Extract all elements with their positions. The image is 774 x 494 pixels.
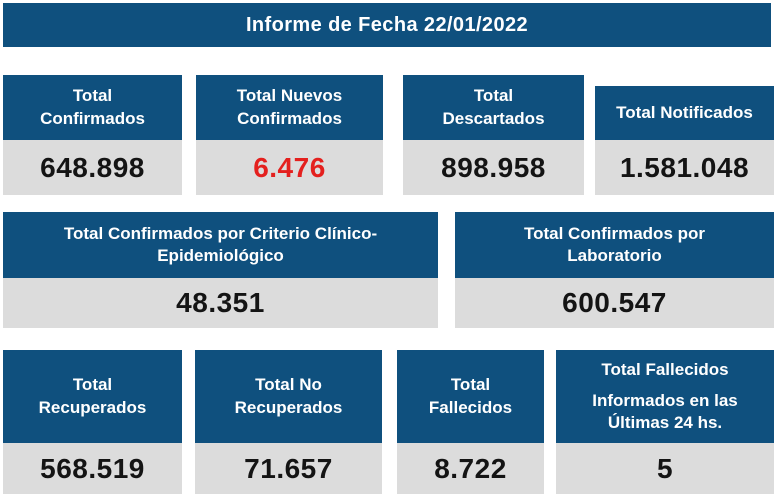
card-head: Total Fallecidos Informados en las Últim…: [556, 350, 774, 443]
card-subtitle: Informados en las Últimas 24 hs.: [592, 390, 738, 433]
card-title: Total Fallecidos: [397, 350, 544, 443]
card-title: Total Nuevos Confirmados: [196, 75, 383, 140]
card-total-no-recuperados: Total No Recuperados 71.657: [195, 350, 382, 494]
card-total-recuperados: Total Recuperados 568.519: [3, 350, 182, 494]
card-confirmados-criterio-clinico: Total Confirmados por Criterio Clínico- …: [3, 212, 438, 328]
card-value: 1.581.048: [595, 140, 774, 195]
card-confirmados-laboratorio: Total Confirmados por Laboratorio 600.54…: [455, 212, 774, 328]
card-value: 648.898: [3, 140, 182, 195]
card-title: Total No Recuperados: [195, 350, 382, 443]
card-total-confirmados: Total Confirmados 648.898: [3, 75, 182, 195]
card-title: Total Confirmados: [3, 75, 182, 140]
card-title: Total Confirmados por Criterio Clínico- …: [3, 212, 438, 278]
card-value: 5: [556, 443, 774, 494]
card-value: 48.351: [3, 278, 438, 328]
card-value: 8.722: [397, 443, 544, 494]
card-total-fallecidos: Total Fallecidos 8.722: [397, 350, 544, 494]
card-total-notificados: Total Notificados 1.581.048: [595, 86, 774, 195]
card-title: Total Descartados: [403, 75, 584, 140]
card-total-descartados: Total Descartados 898.958: [403, 75, 584, 195]
card-title: Total Notificados: [595, 86, 774, 140]
card-value: 6.476: [196, 140, 383, 195]
card-fallecidos-ultimas-24hs: Total Fallecidos Informados en las Últim…: [556, 350, 774, 494]
card-value: 568.519: [3, 443, 182, 494]
card-title: Total Recuperados: [3, 350, 182, 443]
card-total-nuevos-confirmados: Total Nuevos Confirmados 6.476: [196, 75, 383, 195]
card-value: 898.958: [403, 140, 584, 195]
report-header-bar: Informe de Fecha 22/01/2022: [3, 3, 771, 47]
card-value: 600.547: [455, 278, 774, 328]
card-value: 71.657: [195, 443, 382, 494]
card-title: Total Fallecidos: [601, 359, 729, 379]
report-title: Informe de Fecha 22/01/2022: [245, 13, 529, 36]
card-title: Total Confirmados por Laboratorio: [455, 212, 774, 278]
